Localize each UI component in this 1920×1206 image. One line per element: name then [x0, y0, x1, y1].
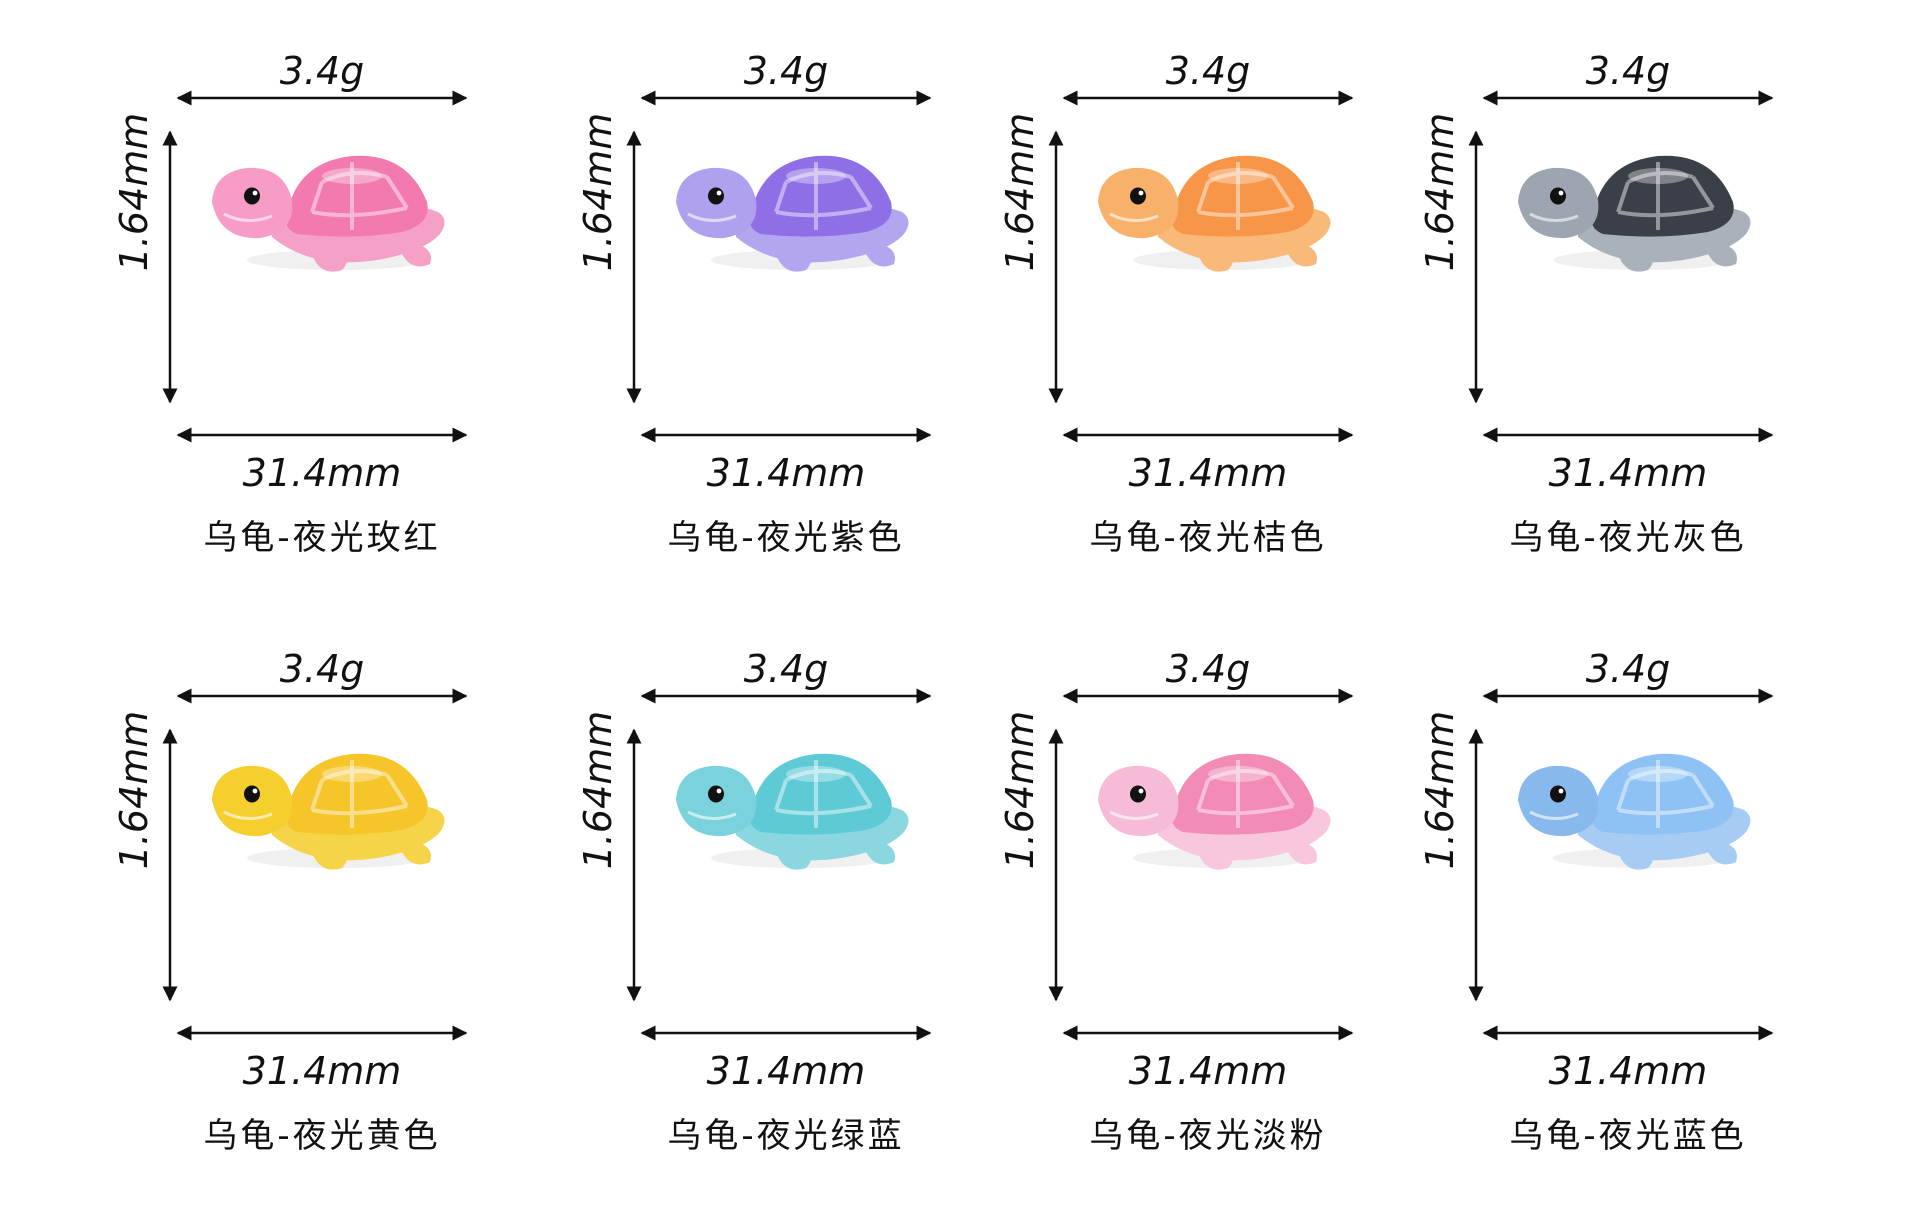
width-label: 31.4mm — [1548, 1049, 1708, 1093]
dimension-arrows — [626, 90, 932, 443]
dimension-arrows — [1048, 688, 1354, 1041]
turtle-figure — [1518, 155, 1751, 272]
weight-label: 3.4g — [743, 647, 829, 691]
variant-card: 3.4g 1.64mm 31.4mm 乌龟-夜光淡粉 — [998, 647, 1358, 1156]
weight-label: 3.4g — [1585, 49, 1671, 93]
dimension-arrows — [626, 688, 932, 1041]
width-label: 31.4mm — [242, 451, 402, 495]
dimension-arrows — [162, 90, 468, 443]
variant-card: 3.4g 1.64mm 31.4mm 乌龟-夜光蓝色 — [1418, 647, 1778, 1156]
turtle-figure — [1098, 753, 1331, 870]
height-label: 1.64mm — [112, 710, 156, 870]
height-label: 1.64mm — [576, 112, 620, 272]
dimension-arrows — [162, 688, 468, 1041]
width-label: 31.4mm — [706, 1049, 866, 1093]
dimension-arrows — [1048, 90, 1354, 443]
variant-name: 乌龟-夜光紫色 — [667, 518, 905, 558]
width-label: 31.4mm — [1128, 1049, 1288, 1093]
turtle-figure — [212, 155, 445, 272]
width-label: 31.4mm — [1128, 451, 1288, 495]
variant-card: 3.4g 1.64mm 31.4mm 乌龟-夜光黄色 — [112, 647, 472, 1156]
weight-label: 3.4g — [1165, 647, 1251, 691]
height-label: 1.64mm — [1418, 710, 1462, 870]
width-label: 31.4mm — [1548, 451, 1708, 495]
weight-label: 3.4g — [279, 647, 365, 691]
variant-name: 乌龟-夜光桔色 — [1089, 518, 1327, 558]
turtle-figure — [1518, 753, 1751, 870]
variant-name: 乌龟-夜光黄色 — [203, 1116, 441, 1156]
variant-card: 3.4g 1.64mm 31.4mm 乌龟-夜光灰色 — [1418, 49, 1778, 558]
variant-card: 3.4g 1.64mm 31.4mm 乌龟-夜光紫色 — [576, 49, 936, 558]
turtle-figure — [676, 753, 909, 870]
weight-label: 3.4g — [1165, 49, 1251, 93]
width-label: 31.4mm — [706, 451, 866, 495]
variant-card: 3.4g 1.64mm 31.4mm 乌龟-夜光桔色 — [998, 49, 1358, 558]
dimension-arrows — [1468, 90, 1774, 443]
variant-name: 乌龟-夜光玫红 — [203, 518, 441, 558]
variant-name: 乌龟-夜光灰色 — [1509, 518, 1747, 558]
height-label: 1.64mm — [1418, 112, 1462, 272]
variant-name: 乌龟-夜光淡粉 — [1089, 1116, 1327, 1156]
height-label: 1.64mm — [998, 710, 1042, 870]
variant-name: 乌龟-夜光蓝色 — [1509, 1116, 1747, 1156]
weight-label: 3.4g — [743, 49, 829, 93]
turtle-figure — [1098, 155, 1331, 272]
height-label: 1.64mm — [576, 710, 620, 870]
weight-label: 3.4g — [1585, 647, 1671, 691]
variant-name: 乌龟-夜光绿蓝 — [667, 1116, 905, 1156]
dimension-arrows — [1468, 688, 1774, 1041]
turtle-figure — [212, 753, 445, 870]
height-label: 1.64mm — [112, 112, 156, 272]
turtle-figure — [676, 155, 909, 272]
weight-label: 3.4g — [279, 49, 365, 93]
variant-card: 3.4g 1.64mm 31.4mm 乌龟-夜光玫红 — [112, 49, 472, 558]
variant-card: 3.4g 1.64mm 31.4mm 乌龟-夜光绿蓝 — [576, 647, 936, 1156]
height-label: 1.64mm — [998, 112, 1042, 272]
width-label: 31.4mm — [242, 1049, 402, 1093]
